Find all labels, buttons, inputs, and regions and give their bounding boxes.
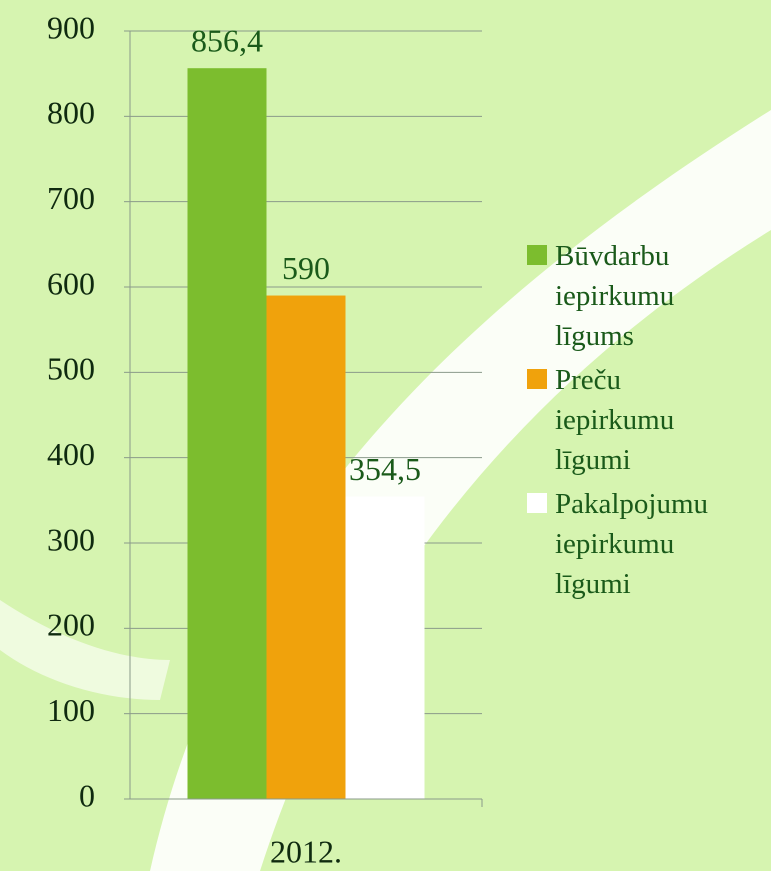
y-tick-label: 0: [79, 777, 95, 813]
x-tick-label: 2012.: [270, 833, 342, 869]
y-tick-label: 300: [47, 521, 95, 557]
page: 0 100 200 300 400 500 600 700 800 900 2012. 856,4 59…: [0, 0, 771, 871]
legend-swatch: [527, 493, 547, 513]
legend-entry: Preču iepirkumu līgumi: [527, 360, 708, 480]
legend-entry: Būvdarbu iepirkumu līgums: [527, 236, 708, 356]
y-tick-label: 600: [47, 265, 95, 301]
y-tick-label: 200: [47, 607, 95, 643]
legend-swatch: [527, 369, 547, 389]
y-tick-label: 100: [47, 692, 95, 728]
bar: [346, 496, 425, 799]
legend-label: Preču iepirkumu līgumi: [555, 360, 674, 480]
legend-label: Būvdarbu iepirkumu līgums: [555, 236, 674, 356]
y-tick-label: 700: [47, 180, 95, 216]
legend-swatch: [527, 245, 547, 265]
value-label: 856,4: [191, 23, 263, 59]
value-label: 590: [282, 250, 330, 286]
legend-label: Pakalpojumu iepirkumu līgumi: [555, 484, 708, 604]
y-tick-label: 900: [47, 9, 95, 45]
y-tick-label: 500: [47, 351, 95, 387]
bar: [188, 68, 267, 799]
y-tick-label: 400: [47, 436, 95, 472]
value-label: 354,5: [349, 451, 421, 487]
bar: [267, 296, 346, 799]
y-tick-label: 800: [47, 95, 95, 131]
legend-entry: Pakalpojumu iepirkumu līgumi: [527, 484, 708, 604]
